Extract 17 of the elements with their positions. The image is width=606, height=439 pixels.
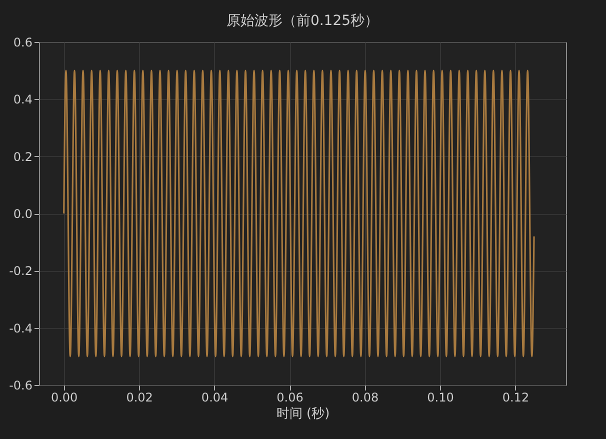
x-axis-title: 时间 (秒) (276, 406, 330, 422)
y-tick-label: -0.4 (9, 321, 32, 336)
chart-title: 原始波形（前0.125秒） (226, 13, 379, 29)
y-tick-label: -0.2 (9, 264, 32, 278)
y-tick-label: 0.4 (13, 92, 32, 107)
y-tick-label: 0.2 (13, 150, 32, 164)
x-tick-label: 0.02 (126, 390, 153, 404)
y-tick-label: -0.6 (9, 378, 32, 392)
x-tick-label: 0.12 (502, 390, 530, 404)
y-tick-label: 0.6 (13, 36, 32, 50)
x-tick-label: 0.04 (201, 390, 228, 404)
line-series (63, 70, 535, 358)
x-tick-label: 0.00 (50, 390, 78, 404)
x-tick-label: 0.10 (427, 390, 454, 404)
x-tick-label: 0.08 (352, 390, 379, 404)
y-tick-label: 0.0 (13, 207, 32, 221)
x-tick-label: 0.06 (276, 390, 304, 404)
